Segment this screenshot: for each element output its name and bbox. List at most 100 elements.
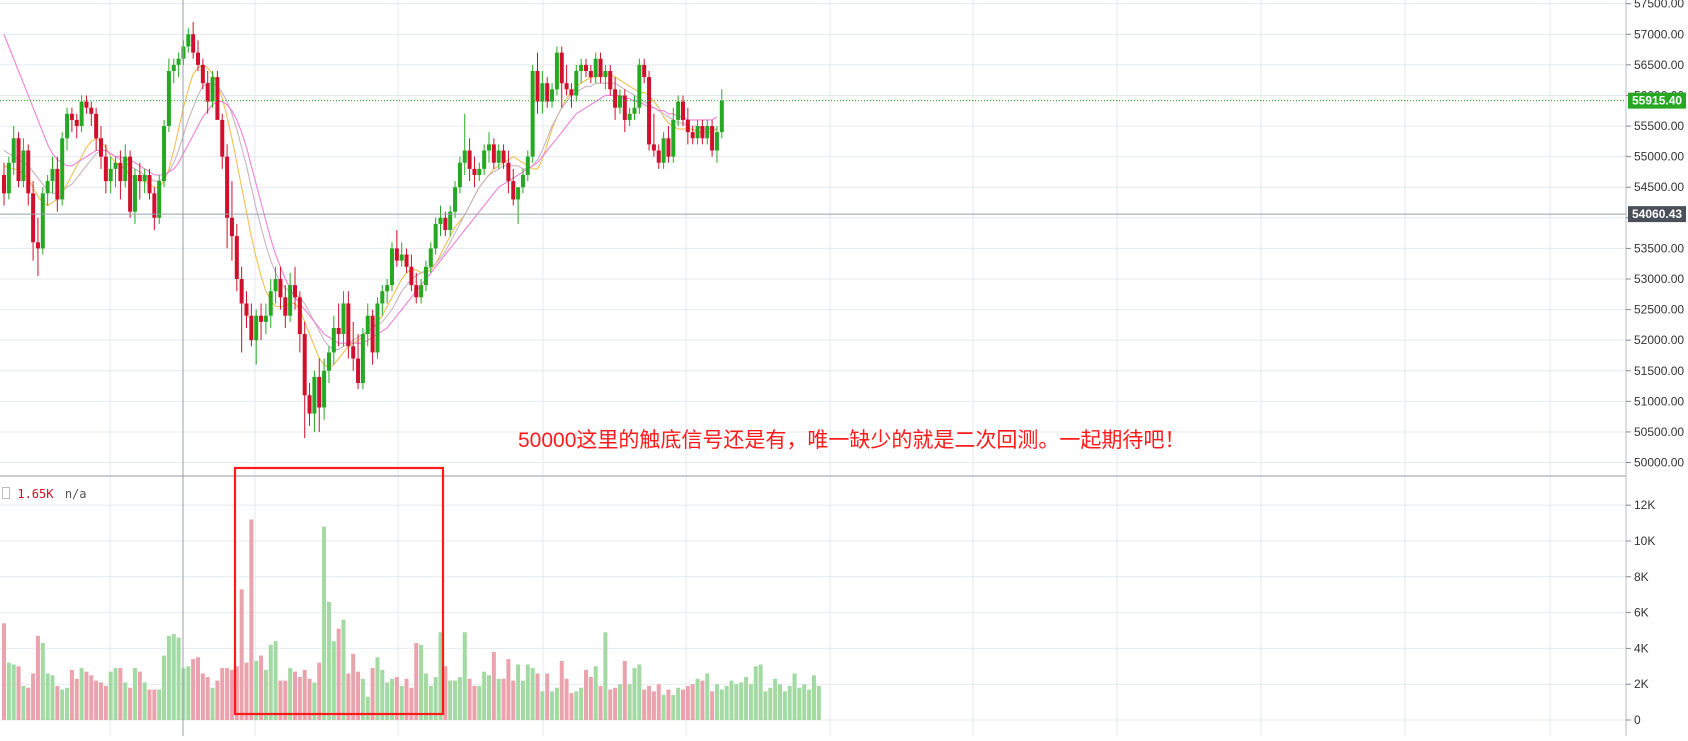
volume-bar <box>433 677 438 720</box>
volume-bar <box>196 657 200 720</box>
volume-bar <box>11 664 16 720</box>
candle-body <box>302 334 307 396</box>
volume-bar <box>205 677 210 720</box>
candle <box>598 52 603 84</box>
volume-bar <box>103 685 108 720</box>
candle <box>84 95 89 114</box>
volume-legend: 1.65K n/a <box>2 487 87 501</box>
candle <box>477 162 482 182</box>
candle-body <box>186 34 191 47</box>
candle-body <box>103 156 108 182</box>
candle-body <box>210 77 215 102</box>
candle <box>69 107 74 133</box>
volume-bar <box>438 632 443 720</box>
volume-bar <box>632 668 637 720</box>
candle <box>346 291 351 359</box>
candle <box>176 52 181 78</box>
chart-annotation: 50000这里的触底信号还是有，唯一缺少的就是二次回测。一起期待吧！ <box>518 429 1186 452</box>
price-tick-label: 55000.00 <box>1634 150 1684 164</box>
candle-body <box>487 144 491 151</box>
candle-body <box>35 242 40 249</box>
volume-bar <box>239 589 244 720</box>
overlay-layer <box>0 0 1626 736</box>
volume-bar <box>472 685 477 720</box>
price-tick-label: 50000.00 <box>1634 456 1684 470</box>
candle-body <box>94 113 99 139</box>
candle <box>482 144 487 175</box>
price-tick-label: 53500.00 <box>1634 241 1684 255</box>
candle <box>525 150 530 182</box>
candle-body <box>632 107 637 114</box>
volume-bar <box>293 671 297 720</box>
candle <box>491 138 496 169</box>
volume-bar <box>370 668 375 720</box>
price-axis[interactable]: 57500.0057000.0056500.0056000.0055500.00… <box>1625 0 1688 736</box>
volume-bar <box>152 689 157 720</box>
volume-bar <box>540 691 545 720</box>
candle <box>714 126 719 163</box>
volume-bar <box>569 693 574 720</box>
volume-bar <box>341 619 346 720</box>
candle <box>467 138 472 182</box>
volume-bar <box>263 669 268 720</box>
candle-body <box>200 64 205 84</box>
volume-bar <box>690 684 695 720</box>
candle <box>520 168 525 194</box>
candle <box>375 297 380 359</box>
candlestick-layer[interactable] <box>2 22 724 439</box>
volume-bar <box>763 691 768 720</box>
candle-body <box>593 58 598 78</box>
candle-body <box>545 83 550 102</box>
volume-bar <box>404 678 409 720</box>
candle-body <box>45 181 50 194</box>
candle-body <box>666 138 671 157</box>
candle-body <box>220 119 225 157</box>
volume-bar <box>501 678 506 720</box>
volume-bar <box>622 660 627 720</box>
volume-bar <box>108 671 113 720</box>
candle <box>535 52 540 114</box>
candle-body <box>695 126 700 139</box>
volume-bar <box>535 673 540 720</box>
candle <box>501 144 506 169</box>
candle <box>627 107 632 127</box>
volume-bar <box>312 682 317 720</box>
candle <box>671 107 676 163</box>
candle-body <box>234 236 239 279</box>
candle <box>516 187 521 224</box>
candle <box>472 156 477 188</box>
price-tick-label: 53000.00 <box>1634 272 1684 286</box>
candle <box>152 187 157 231</box>
volume-bar <box>802 684 807 720</box>
candle-body <box>453 187 458 212</box>
candle <box>685 107 690 145</box>
volume-bar <box>244 662 249 720</box>
volume-bar <box>6 662 11 720</box>
volume-bar <box>360 678 365 720</box>
volume-bar <box>390 678 394 720</box>
volume-bar <box>399 685 404 720</box>
candle <box>239 266 244 353</box>
candle <box>288 272 293 322</box>
volume-bar <box>651 691 656 720</box>
candle-body <box>99 138 103 157</box>
volume-bar <box>724 685 729 720</box>
volume-bar <box>16 666 21 720</box>
candle-body <box>535 70 540 102</box>
candle-body <box>472 168 477 175</box>
candle <box>642 58 647 84</box>
volume-bar <box>99 682 103 720</box>
volume-bar <box>525 664 530 720</box>
volume-bar <box>744 677 749 720</box>
volume-bar <box>617 684 622 720</box>
price-tick-label: 52500.00 <box>1634 303 1684 317</box>
volume-bar-layer[interactable] <box>2 519 821 720</box>
candle-body <box>317 376 322 408</box>
volume-bar <box>477 685 482 720</box>
candle-body <box>642 64 647 78</box>
candle <box>263 303 268 335</box>
candle-body <box>399 254 404 261</box>
volume-bar <box>428 685 433 720</box>
